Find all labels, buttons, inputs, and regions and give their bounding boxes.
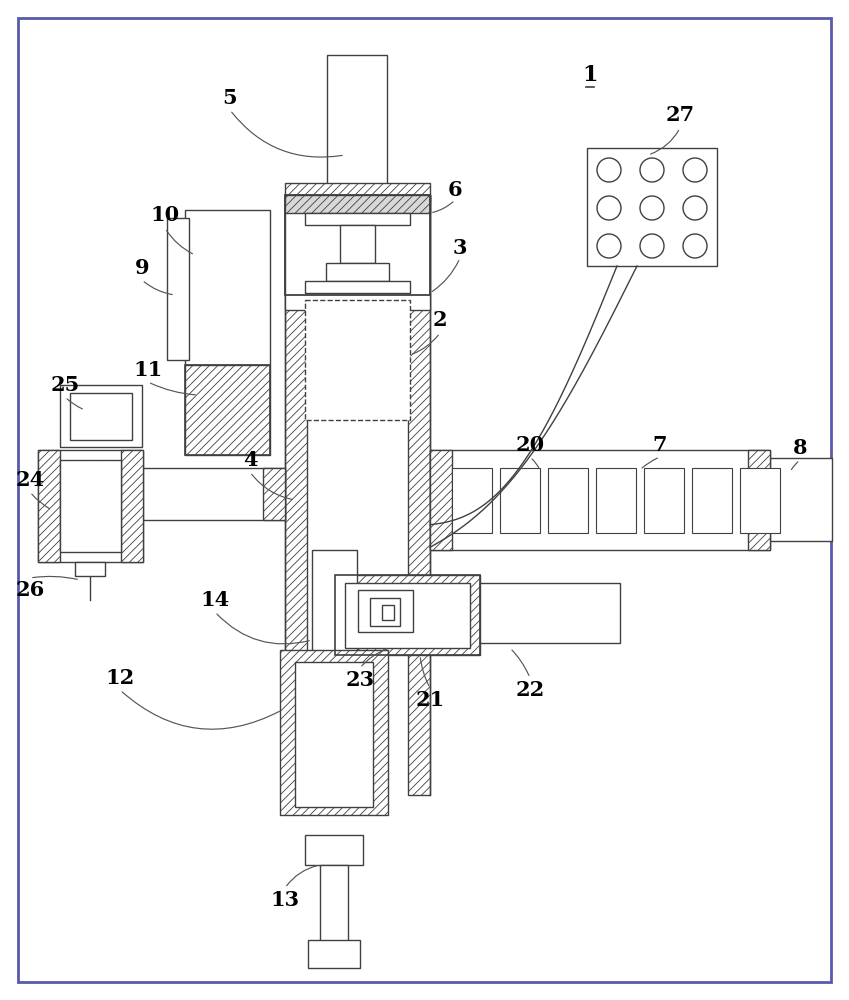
Circle shape (640, 196, 664, 220)
Circle shape (597, 158, 621, 182)
Bar (335, 575, 480, 655)
Bar (121, 450, 143, 562)
Bar (305, 300, 410, 420)
Bar (75, 468, 285, 520)
Text: 7: 7 (653, 435, 667, 455)
Text: 12: 12 (105, 668, 135, 688)
Text: 4: 4 (243, 450, 257, 470)
Bar (38, 450, 60, 562)
Bar (596, 468, 636, 533)
Bar (335, 575, 480, 655)
Circle shape (683, 234, 707, 258)
Bar (587, 148, 717, 266)
Bar (280, 650, 388, 815)
Bar (70, 393, 132, 440)
Text: 25: 25 (50, 375, 80, 395)
Bar (185, 365, 270, 455)
Text: 9: 9 (135, 258, 149, 278)
Bar (308, 940, 360, 968)
Circle shape (597, 234, 621, 258)
Bar (305, 835, 363, 865)
Bar (75, 562, 105, 576)
Bar (452, 468, 492, 533)
Bar (430, 450, 770, 550)
Bar (740, 468, 780, 533)
Text: 8: 8 (793, 438, 807, 458)
Circle shape (640, 234, 664, 258)
Text: 21: 21 (415, 690, 445, 710)
Bar (185, 365, 270, 455)
Text: 1: 1 (582, 64, 598, 86)
Bar (345, 583, 470, 648)
Bar (370, 598, 400, 626)
Bar (307, 195, 408, 795)
Bar (340, 225, 375, 263)
Bar (382, 605, 394, 620)
Bar (167, 218, 189, 360)
Circle shape (683, 196, 707, 220)
Text: 22: 22 (515, 680, 544, 700)
Text: 6: 6 (447, 180, 463, 200)
Circle shape (640, 158, 664, 182)
Bar (644, 468, 684, 533)
Bar (430, 450, 452, 550)
Text: 26: 26 (15, 580, 45, 600)
Bar (692, 468, 732, 533)
Circle shape (683, 158, 707, 182)
Bar (295, 662, 373, 807)
Bar (408, 195, 430, 795)
Text: 10: 10 (150, 205, 179, 225)
Bar (305, 213, 410, 225)
Bar (500, 468, 540, 533)
Text: 20: 20 (515, 435, 544, 455)
Bar (770, 458, 832, 541)
Text: 11: 11 (133, 360, 163, 380)
Bar (305, 281, 410, 293)
Bar (38, 450, 143, 562)
Bar (263, 468, 285, 520)
Bar (60, 385, 142, 447)
Text: 3: 3 (453, 238, 467, 258)
Text: 23: 23 (346, 670, 374, 690)
Text: 5: 5 (222, 88, 238, 108)
Bar (326, 263, 389, 281)
Bar (285, 195, 430, 213)
Bar (480, 583, 620, 643)
Text: 2: 2 (433, 310, 447, 330)
Text: 13: 13 (271, 890, 300, 910)
Bar (285, 183, 430, 201)
Bar (748, 450, 770, 550)
Bar (312, 550, 357, 810)
Bar (285, 195, 430, 310)
Bar (285, 195, 307, 795)
Bar (327, 55, 387, 200)
Bar (358, 590, 413, 632)
Text: 27: 27 (666, 105, 694, 125)
Text: 24: 24 (15, 470, 45, 490)
Bar (285, 195, 430, 295)
Circle shape (597, 196, 621, 220)
Bar (75, 468, 97, 520)
Bar (320, 865, 348, 945)
Bar (548, 468, 588, 533)
Text: 14: 14 (200, 590, 229, 610)
Bar (185, 210, 270, 365)
Bar (60, 460, 121, 552)
